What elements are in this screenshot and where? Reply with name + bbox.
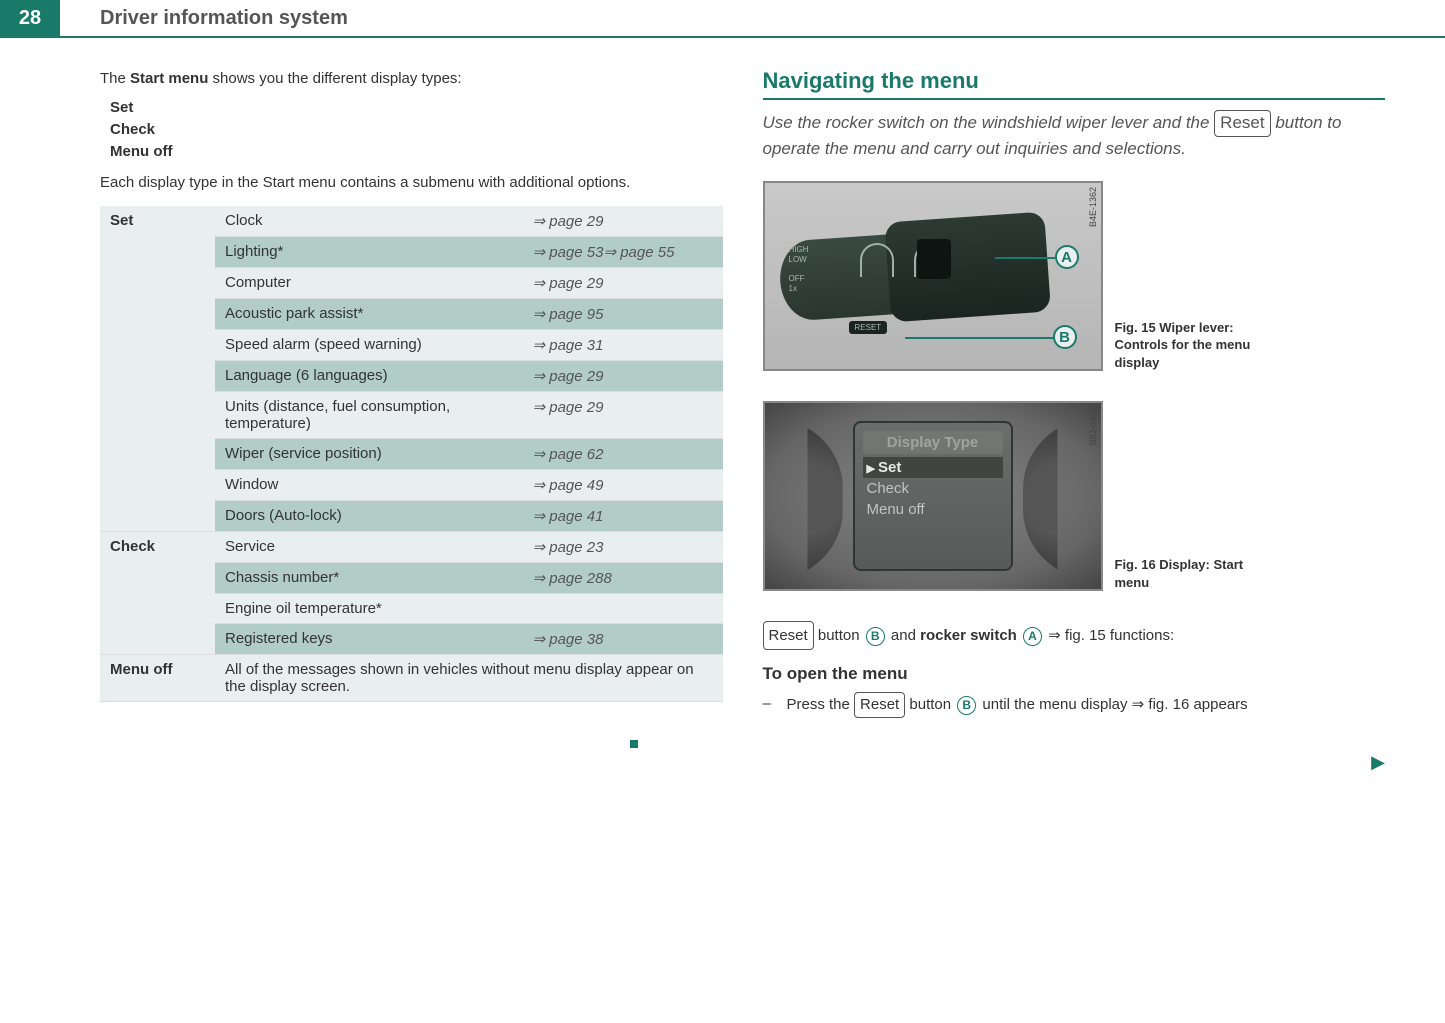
table-label: Language (6 languages) — [215, 361, 523, 392]
table-label: Acoustic park assist* — [215, 299, 523, 330]
page-number: 28 — [0, 0, 60, 37]
intro-line-2: Each display type in the Start menu cont… — [100, 172, 723, 195]
table-label: Engine oil temperature* — [215, 594, 523, 624]
display-menu-item: Set — [863, 457, 1003, 478]
section-end-marker — [630, 740, 638, 748]
gauge-right-icon — [1023, 419, 1093, 579]
table-category: Menu off — [100, 655, 215, 702]
table-row: SetClock⇒ page 29 — [100, 206, 723, 237]
figure-16-row: B8J-0459 Display Type SetCheckMenu off F… — [763, 401, 1386, 591]
reset-button-label: Reset — [1214, 110, 1270, 137]
table-label: Doors (Auto-lock) — [215, 501, 523, 532]
left-column: The Start menu shows you the different d… — [100, 68, 723, 718]
callout-b-inline: B — [866, 627, 885, 646]
start-menu-item: Set — [110, 99, 723, 116]
right-column: Navigating the menu Use the rocker switc… — [763, 68, 1386, 718]
start-menu-item: Check — [110, 121, 723, 138]
table-page-ref: ⇒ page 38 — [523, 624, 723, 655]
intro-line: The Start menu shows you the different d… — [100, 68, 723, 91]
table-page-ref: ⇒ page 53⇒ page 55 — [523, 237, 723, 268]
table-label: Clock — [215, 206, 523, 237]
table-label: Service — [215, 532, 523, 563]
reset-button-physical: RESET — [849, 321, 888, 334]
gauge-left-icon — [773, 419, 843, 579]
figure-16-image: B8J-0459 Display Type SetCheckMenu off — [763, 401, 1103, 591]
table-page-ref: ⇒ page 288 — [523, 563, 723, 594]
start-menu-item: Menu off — [110, 143, 723, 160]
table-page-ref: ⇒ page 29 — [523, 361, 723, 392]
table-label: All of the messages shown in vehicles wi… — [215, 655, 723, 702]
table-label: Chassis number* — [215, 563, 523, 594]
display-title: Display Type — [863, 431, 1003, 454]
subheading-open-menu: To open the menu — [763, 664, 1386, 684]
table-label: Window — [215, 470, 523, 501]
figure-15-image: B4E-1362 HIGH LOW OFF 1x RESET A B — [763, 181, 1103, 371]
page-header: 28 Driver information system — [0, 0, 1445, 38]
table-category: Set — [100, 206, 215, 532]
table-label: Computer — [215, 268, 523, 299]
table-label: Wiper (service position) — [215, 439, 523, 470]
table-page-ref: ⇒ page 95 — [523, 299, 723, 330]
lever-speed-labels: HIGH LOW OFF 1x — [789, 245, 809, 293]
callout-b-inline-2: B — [957, 696, 976, 715]
section-heading: Navigating the menu — [763, 68, 1386, 100]
section-subtitle: Use the rocker switch on the windshield … — [763, 110, 1386, 161]
figure-16-caption: Fig. 16 Display: Start menu — [1115, 556, 1255, 591]
table-row: Menu offAll of the messages shown in veh… — [100, 655, 723, 702]
table-label: Units (distance, fuel consumption, tempe… — [215, 392, 523, 439]
controls-summary-line: Reset button B and rocker switch A ⇒ fig… — [763, 621, 1386, 650]
table-page-ref: ⇒ page 49 — [523, 470, 723, 501]
table-page-ref: ⇒ page 41 — [523, 501, 723, 532]
table-row: CheckService⇒ page 23 — [100, 532, 723, 563]
manual-page: 28 Driver information system The Start m… — [0, 0, 1445, 1023]
table-label: Speed alarm (speed warning) — [215, 330, 523, 361]
table-label: Registered keys — [215, 624, 523, 655]
instruction-step: – Press the Reset button B until the men… — [763, 692, 1386, 718]
display-menu-item: Menu off — [863, 499, 1003, 520]
figure-15-caption: Fig. 15 Wiper lever: Controls for the me… — [1115, 319, 1255, 372]
continue-arrow-icon: ▶ — [1371, 752, 1385, 773]
fig16-code: B8J-0459 — [1088, 407, 1098, 446]
display-screen: Display Type SetCheckMenu off — [853, 421, 1013, 571]
table-label: Lighting* — [215, 237, 523, 268]
table-page-ref: ⇒ page 31 — [523, 330, 723, 361]
callout-a: A — [1055, 245, 1079, 269]
table-page-ref: ⇒ page 29 — [523, 268, 723, 299]
table-page-ref: ⇒ page 62 — [523, 439, 723, 470]
submenu-table: SetClock⇒ page 29Lighting*⇒ page 53⇒ pag… — [100, 206, 723, 702]
table-page-ref: ⇒ page 29 — [523, 392, 723, 439]
wiper-front-icon — [860, 243, 894, 277]
fig15-code: B4E-1362 — [1088, 187, 1098, 227]
callout-a-inline: A — [1023, 627, 1042, 646]
table-page-ref — [523, 594, 723, 624]
page-title: Driver information system — [100, 7, 348, 30]
table-category: Check — [100, 532, 215, 655]
rocker-switch-icon — [917, 239, 951, 279]
figure-15-row: B4E-1362 HIGH LOW OFF 1x RESET A B — [763, 181, 1386, 371]
table-page-ref: ⇒ page 29 — [523, 206, 723, 237]
table-page-ref: ⇒ page 23 — [523, 532, 723, 563]
display-menu-item: Check — [863, 478, 1003, 499]
callout-b: B — [1053, 325, 1077, 349]
start-menu-list: Set Check Menu off — [110, 99, 723, 160]
